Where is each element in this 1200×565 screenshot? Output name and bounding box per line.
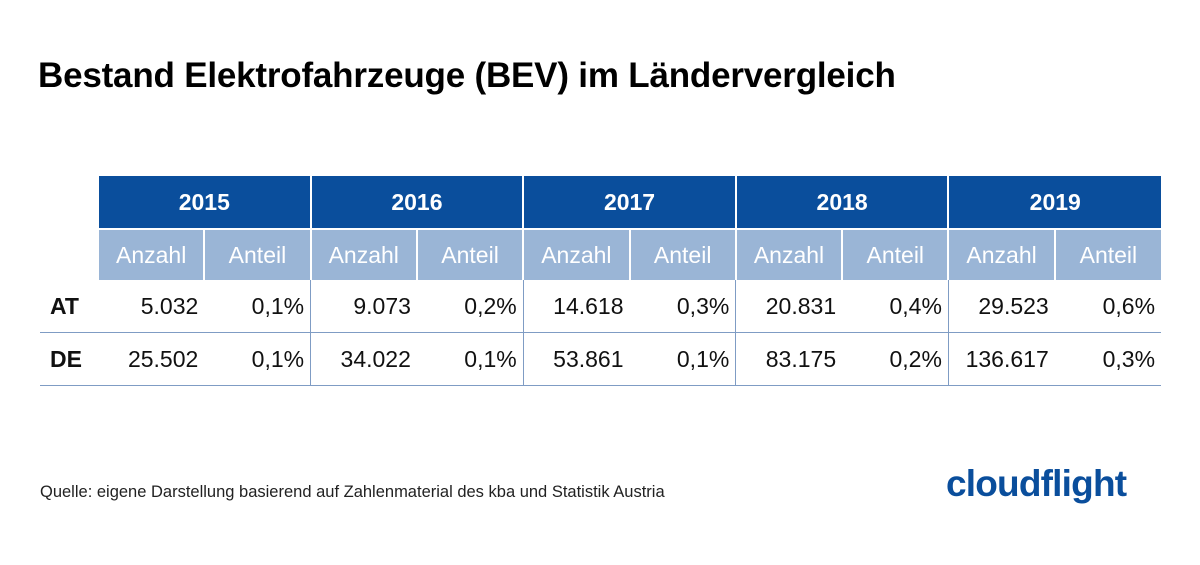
subheader-anzahl: Anzahl (734, 228, 843, 280)
data-table: 2015 2016 2017 2018 2019 Anzahl Anteil A… (40, 176, 1162, 386)
cell-de-2015-anzahl: 25.502 (98, 332, 205, 386)
cell-at-2018-anzahl: 20.831 (735, 280, 843, 333)
corner-cell (40, 229, 98, 280)
table-row-at: AT 5.032 0,1% 9.073 0,2% 14.618 0,3% 20.… (40, 280, 1162, 333)
chart-title: Bestand Elektrofahrzeuge (BEV) im Länder… (38, 56, 896, 95)
cell-de-2016-anzahl: 34.022 (310, 332, 417, 386)
cell-de-2017-anzahl: 53.861 (522, 332, 630, 386)
year-header-2018: 2018 (734, 176, 949, 229)
year-header-2019: 2019 (947, 176, 1162, 229)
subheader-anteil: Anteil (203, 228, 311, 280)
subheader-anteil: Anteil (841, 228, 949, 280)
year-header-2017: 2017 (522, 176, 736, 229)
cell-de-2019-anteil: 0,3% (1054, 332, 1162, 386)
cell-at-2019-anteil: 0,6% (1054, 280, 1162, 333)
subheader-row: Anzahl Anteil Anzahl Anteil Anzahl Antei… (40, 228, 1162, 280)
row-label-de: DE (40, 332, 98, 386)
subheader-anzahl: Anzahl (947, 228, 1055, 280)
cloudflight-logo: cloudflight (946, 463, 1127, 504)
cell-de-2018-anteil: 0,2% (842, 332, 949, 386)
cell-at-2015-anteil: 0,1% (204, 280, 311, 333)
corner-cell (40, 176, 98, 229)
source-note: Quelle: eigene Darstellung basierend auf… (40, 483, 665, 501)
cell-de-2016-anteil: 0,1% (416, 332, 524, 386)
cell-at-2015-anzahl: 5.032 (98, 280, 205, 333)
subheader-anzahl: Anzahl (522, 228, 630, 280)
cell-de-2018-anzahl: 83.175 (735, 332, 843, 386)
cell-at-2019-anzahl: 29.523 (947, 280, 1055, 333)
subheader-anteil: Anteil (415, 228, 524, 280)
subheader-anzahl: Anzahl (96, 228, 205, 280)
cell-at-2017-anzahl: 14.618 (522, 280, 630, 333)
row-label-at: AT (40, 280, 98, 333)
cell-at-2016-anzahl: 9.073 (310, 280, 417, 333)
subheader-anteil: Anteil (628, 228, 736, 280)
cell-at-2018-anteil: 0,4% (842, 280, 949, 333)
cell-at-2016-anteil: 0,2% (416, 280, 524, 333)
cell-de-2019-anzahl: 136.617 (947, 332, 1055, 386)
subheader-anzahl: Anzahl (309, 228, 417, 280)
year-header-2015: 2015 (97, 176, 311, 229)
year-header-row: 2015 2016 2017 2018 2019 (40, 176, 1162, 229)
cell-at-2017-anteil: 0,3% (629, 280, 736, 333)
cell-de-2015-anteil: 0,1% (204, 332, 311, 386)
year-header-2016: 2016 (309, 176, 524, 229)
table-row-de: DE 25.502 0,1% 34.022 0,1% 53.861 0,1% 8… (40, 332, 1162, 386)
subheader-anteil: Anteil (1053, 228, 1162, 280)
cell-de-2017-anteil: 0,1% (629, 332, 736, 386)
